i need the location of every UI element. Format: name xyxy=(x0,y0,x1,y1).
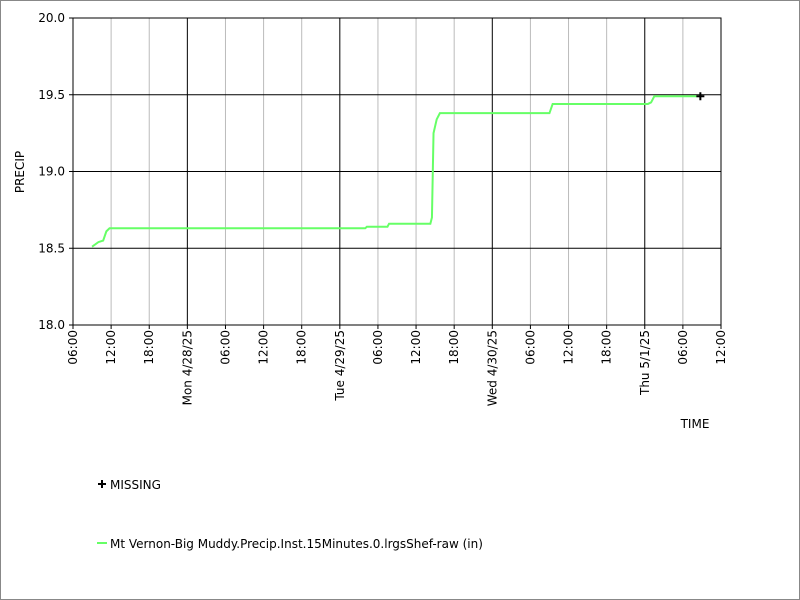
x-tick-label: 12:00 xyxy=(257,330,271,365)
x-tick-label: 06:00 xyxy=(66,330,80,365)
y-axis-label: PRECIP xyxy=(13,151,27,193)
x-tick-label: 18:00 xyxy=(142,330,156,365)
x-tick-label: 06:00 xyxy=(523,330,537,365)
x-tick-label: 12:00 xyxy=(104,330,118,365)
x-tick-label: Wed 4/30/25 xyxy=(485,330,499,406)
x-tick-label: 12:00 xyxy=(409,330,423,365)
x-tick-label: 12:00 xyxy=(714,330,728,365)
x-tick-label: 06:00 xyxy=(218,330,232,365)
y-tick-label: 20.0 xyxy=(38,11,65,25)
x-tick-label: 06:00 xyxy=(676,330,690,365)
x-tick-label: Mon 4/28/25 xyxy=(180,330,194,405)
y-tick-label: 18.5 xyxy=(38,241,65,255)
x-axis-label: TIME xyxy=(680,417,710,431)
legend-label: MISSING xyxy=(110,478,161,492)
plot-area xyxy=(72,17,722,326)
x-tick-label: Thu 5/1/25 xyxy=(638,330,652,396)
x-tick-label: 18:00 xyxy=(295,330,309,365)
y-tick-label: 18.0 xyxy=(38,318,65,332)
missing-marker xyxy=(696,92,705,101)
y-tick-label: 19.5 xyxy=(38,88,65,102)
x-tick-label: 06:00 xyxy=(371,330,385,365)
legend-marker xyxy=(98,480,106,488)
series-line xyxy=(91,95,701,248)
x-tick-label: 12:00 xyxy=(562,330,576,365)
x-tick-label: Tue 4/29/25 xyxy=(333,330,347,402)
y-tick-label: 19.0 xyxy=(38,165,65,179)
x-tick-label: 18:00 xyxy=(447,330,461,365)
x-tick-label: 18:00 xyxy=(600,330,614,365)
legend-label: Mt Vernon-Big Muddy.Precip.Inst.15Minute… xyxy=(110,537,483,551)
